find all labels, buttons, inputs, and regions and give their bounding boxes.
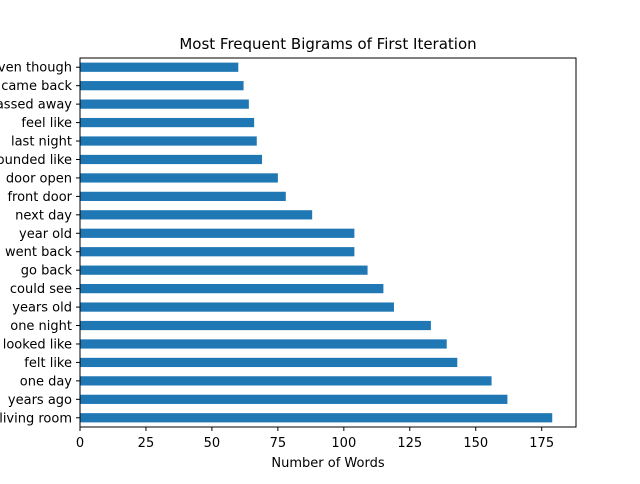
- bar: [80, 320, 431, 331]
- x-tick-label: 100: [331, 436, 356, 451]
- bar: [80, 99, 249, 109]
- y-tick-label: could see: [10, 282, 72, 297]
- bar: [80, 376, 492, 386]
- bar: [80, 284, 384, 294]
- x-tick-label: 50: [204, 436, 221, 451]
- bar: [80, 173, 278, 183]
- y-tick-label: go back: [21, 264, 73, 279]
- y-tick-label: last night: [11, 135, 72, 150]
- x-tick-label: 175: [529, 436, 554, 451]
- y-tick-label: one night: [10, 319, 72, 334]
- y-tick-label: years ago: [8, 393, 72, 408]
- y-tick-label: living room: [0, 411, 72, 426]
- bar: [80, 394, 508, 404]
- y-tick-label: front door: [7, 190, 72, 205]
- y-tick-label: year old: [19, 227, 72, 242]
- y-tick-label: sounded like: [0, 153, 72, 168]
- bar: [80, 413, 553, 423]
- bar: [80, 191, 286, 201]
- x-tick-label: 125: [397, 436, 422, 451]
- bar: [80, 339, 447, 349]
- y-tick-label: felt like: [24, 356, 72, 371]
- y-tick-label: looked like: [3, 337, 72, 352]
- bar: [80, 136, 257, 146]
- y-tick-label: one day: [20, 374, 73, 389]
- bar: [80, 228, 355, 238]
- bar: [80, 302, 394, 312]
- chart-title: Most Frequent Bigrams of First Iteration: [179, 35, 476, 53]
- bar: [80, 357, 458, 368]
- bar: [80, 62, 239, 72]
- y-tick-label: next day: [15, 208, 72, 223]
- bar: [80, 210, 313, 220]
- x-axis-title: Number of Words: [271, 456, 384, 471]
- y-tick-label: went back: [5, 245, 72, 260]
- y-tick-label: came back: [1, 79, 72, 94]
- x-tick-label: 0: [76, 436, 84, 451]
- x-tick-label: 150: [463, 436, 488, 451]
- y-tick-label: even though: [0, 61, 72, 76]
- axes-frame: [79, 57, 577, 428]
- y-tick-label: door open: [6, 171, 72, 186]
- bar: [80, 154, 263, 165]
- bar: [80, 247, 355, 257]
- x-tick-label: 25: [138, 436, 155, 451]
- plot-area: living room years ago one day felt like look…: [0, 57, 577, 451]
- bar: [80, 265, 368, 275]
- bar: [80, 81, 244, 91]
- bar: [80, 117, 255, 128]
- y-tick-label: years old: [12, 301, 72, 316]
- x-tick-label: 75: [270, 436, 287, 451]
- y-tick-label: feel like: [21, 116, 72, 131]
- y-tick-label: passed away: [0, 98, 72, 113]
